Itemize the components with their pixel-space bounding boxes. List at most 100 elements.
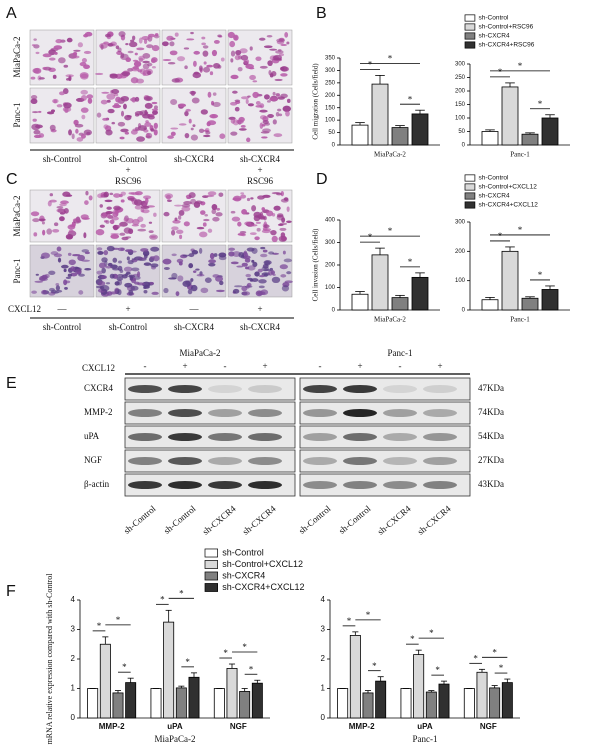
- cell-blob: [84, 200, 89, 205]
- cell-blob: [191, 97, 200, 104]
- lane-label: sh-Control: [122, 503, 158, 536]
- cell-blob: [246, 282, 252, 288]
- cell-blob: [117, 289, 122, 296]
- bar: [501, 682, 513, 719]
- cell-blob: [263, 224, 270, 229]
- cell-blob: [151, 66, 156, 69]
- cell-blob: [113, 193, 121, 198]
- cell-blob: [109, 73, 118, 79]
- legend-swatch: [464, 192, 476, 200]
- cell-blob: [119, 136, 125, 140]
- cell-blob: [41, 252, 50, 259]
- cell-blob: [41, 274, 48, 280]
- cell-blob: [68, 229, 74, 233]
- cell-blob: [34, 280, 44, 283]
- cell-blob: [112, 104, 122, 109]
- cell-blob: [32, 218, 40, 223]
- cell-blob: [105, 220, 110, 224]
- cell-blob: [215, 212, 223, 217]
- cell-blob: [38, 218, 46, 222]
- cell-blob: [243, 59, 250, 65]
- cell-blob: [263, 45, 273, 49]
- cell-blob: [208, 262, 216, 267]
- blot-band: [248, 409, 282, 417]
- cell-blob: [259, 115, 267, 120]
- column-label: sh-CXCR4: [240, 322, 281, 332]
- cell-blob: [263, 94, 270, 100]
- cell-blob: [100, 44, 104, 50]
- cell-blob: [75, 128, 79, 134]
- significance-label: *: [518, 61, 523, 71]
- significance-label: *: [249, 664, 254, 674]
- cell-blob: [167, 62, 176, 65]
- legend-label: sh-CXCR4: [222, 570, 265, 580]
- cell-blob: [267, 113, 274, 119]
- cell-blob: [249, 46, 253, 51]
- cell-blob: [96, 112, 102, 118]
- cell-blob: [122, 103, 127, 110]
- cell-blob: [143, 284, 150, 289]
- bar: [541, 117, 559, 146]
- cell-blob: [188, 253, 195, 258]
- lane-label: sh-Control: [162, 503, 198, 536]
- cell-blob: [212, 274, 220, 278]
- cell-blob: [270, 229, 277, 236]
- cell-blob: [266, 210, 274, 217]
- significance-label: *: [410, 634, 415, 644]
- cell-blob: [278, 113, 283, 117]
- cell-blob: [269, 267, 274, 271]
- cell-blob: [109, 273, 115, 279]
- cell-blob: [260, 246, 266, 250]
- cell-blob: [137, 257, 146, 260]
- cell-blob: [278, 235, 288, 242]
- cell-blob: [137, 228, 147, 232]
- cell-blob: [49, 199, 57, 203]
- cell-blob: [204, 277, 212, 283]
- cell-blob: [59, 203, 67, 207]
- cell-blob: [219, 280, 224, 286]
- cell-blob: [49, 124, 56, 131]
- cell-blob: [281, 285, 290, 292]
- cell-blob: [55, 38, 63, 44]
- cell-blob: [57, 257, 62, 263]
- column-label: sh-Control: [109, 322, 148, 332]
- cell-blob: [118, 76, 127, 79]
- legend-label: sh-CXCR4+CXCL12: [222, 582, 304, 592]
- column-label: +: [125, 165, 130, 175]
- cell-blob: [284, 280, 293, 284]
- cell-blob: [73, 119, 79, 126]
- cell-blob: [84, 267, 92, 271]
- cell-blob: [67, 273, 73, 277]
- cell-blob: [124, 131, 130, 135]
- cell-blob: [101, 91, 110, 94]
- cell-blob: [143, 38, 148, 44]
- x-axis-label: Panc-1: [510, 316, 530, 324]
- cell-blob: [257, 214, 265, 219]
- cell-blob: [81, 217, 90, 220]
- cell-blob: [97, 250, 104, 255]
- blot-band: [383, 457, 417, 465]
- cell-blob: [59, 91, 65, 96]
- cell-blob: [241, 262, 248, 267]
- cell-blob: [146, 44, 154, 49]
- cell-blob: [68, 259, 76, 266]
- blot-band: [168, 385, 202, 393]
- legend-label: sh-Control+CXCL12: [479, 184, 538, 191]
- cell-blob: [98, 262, 106, 269]
- cell-blob: [181, 203, 191, 208]
- bar: [188, 676, 200, 719]
- cell-blob: [244, 266, 250, 270]
- x-axis-label: MiaPaCa-2: [155, 734, 196, 744]
- cell-blob: [202, 66, 211, 73]
- cell-blob: [238, 116, 245, 123]
- bar: [521, 297, 539, 311]
- cell-blob: [185, 280, 192, 286]
- cell-blob: [130, 285, 139, 291]
- cell-blob: [211, 208, 217, 215]
- cell-blob: [128, 289, 134, 296]
- blot-band: [383, 433, 417, 441]
- treatment-label: CXCL12: [82, 363, 115, 373]
- x-axis-label: MiaPaCa-2: [374, 151, 406, 159]
- size-label: 54KDa: [478, 431, 504, 441]
- cell-blob: [74, 268, 82, 275]
